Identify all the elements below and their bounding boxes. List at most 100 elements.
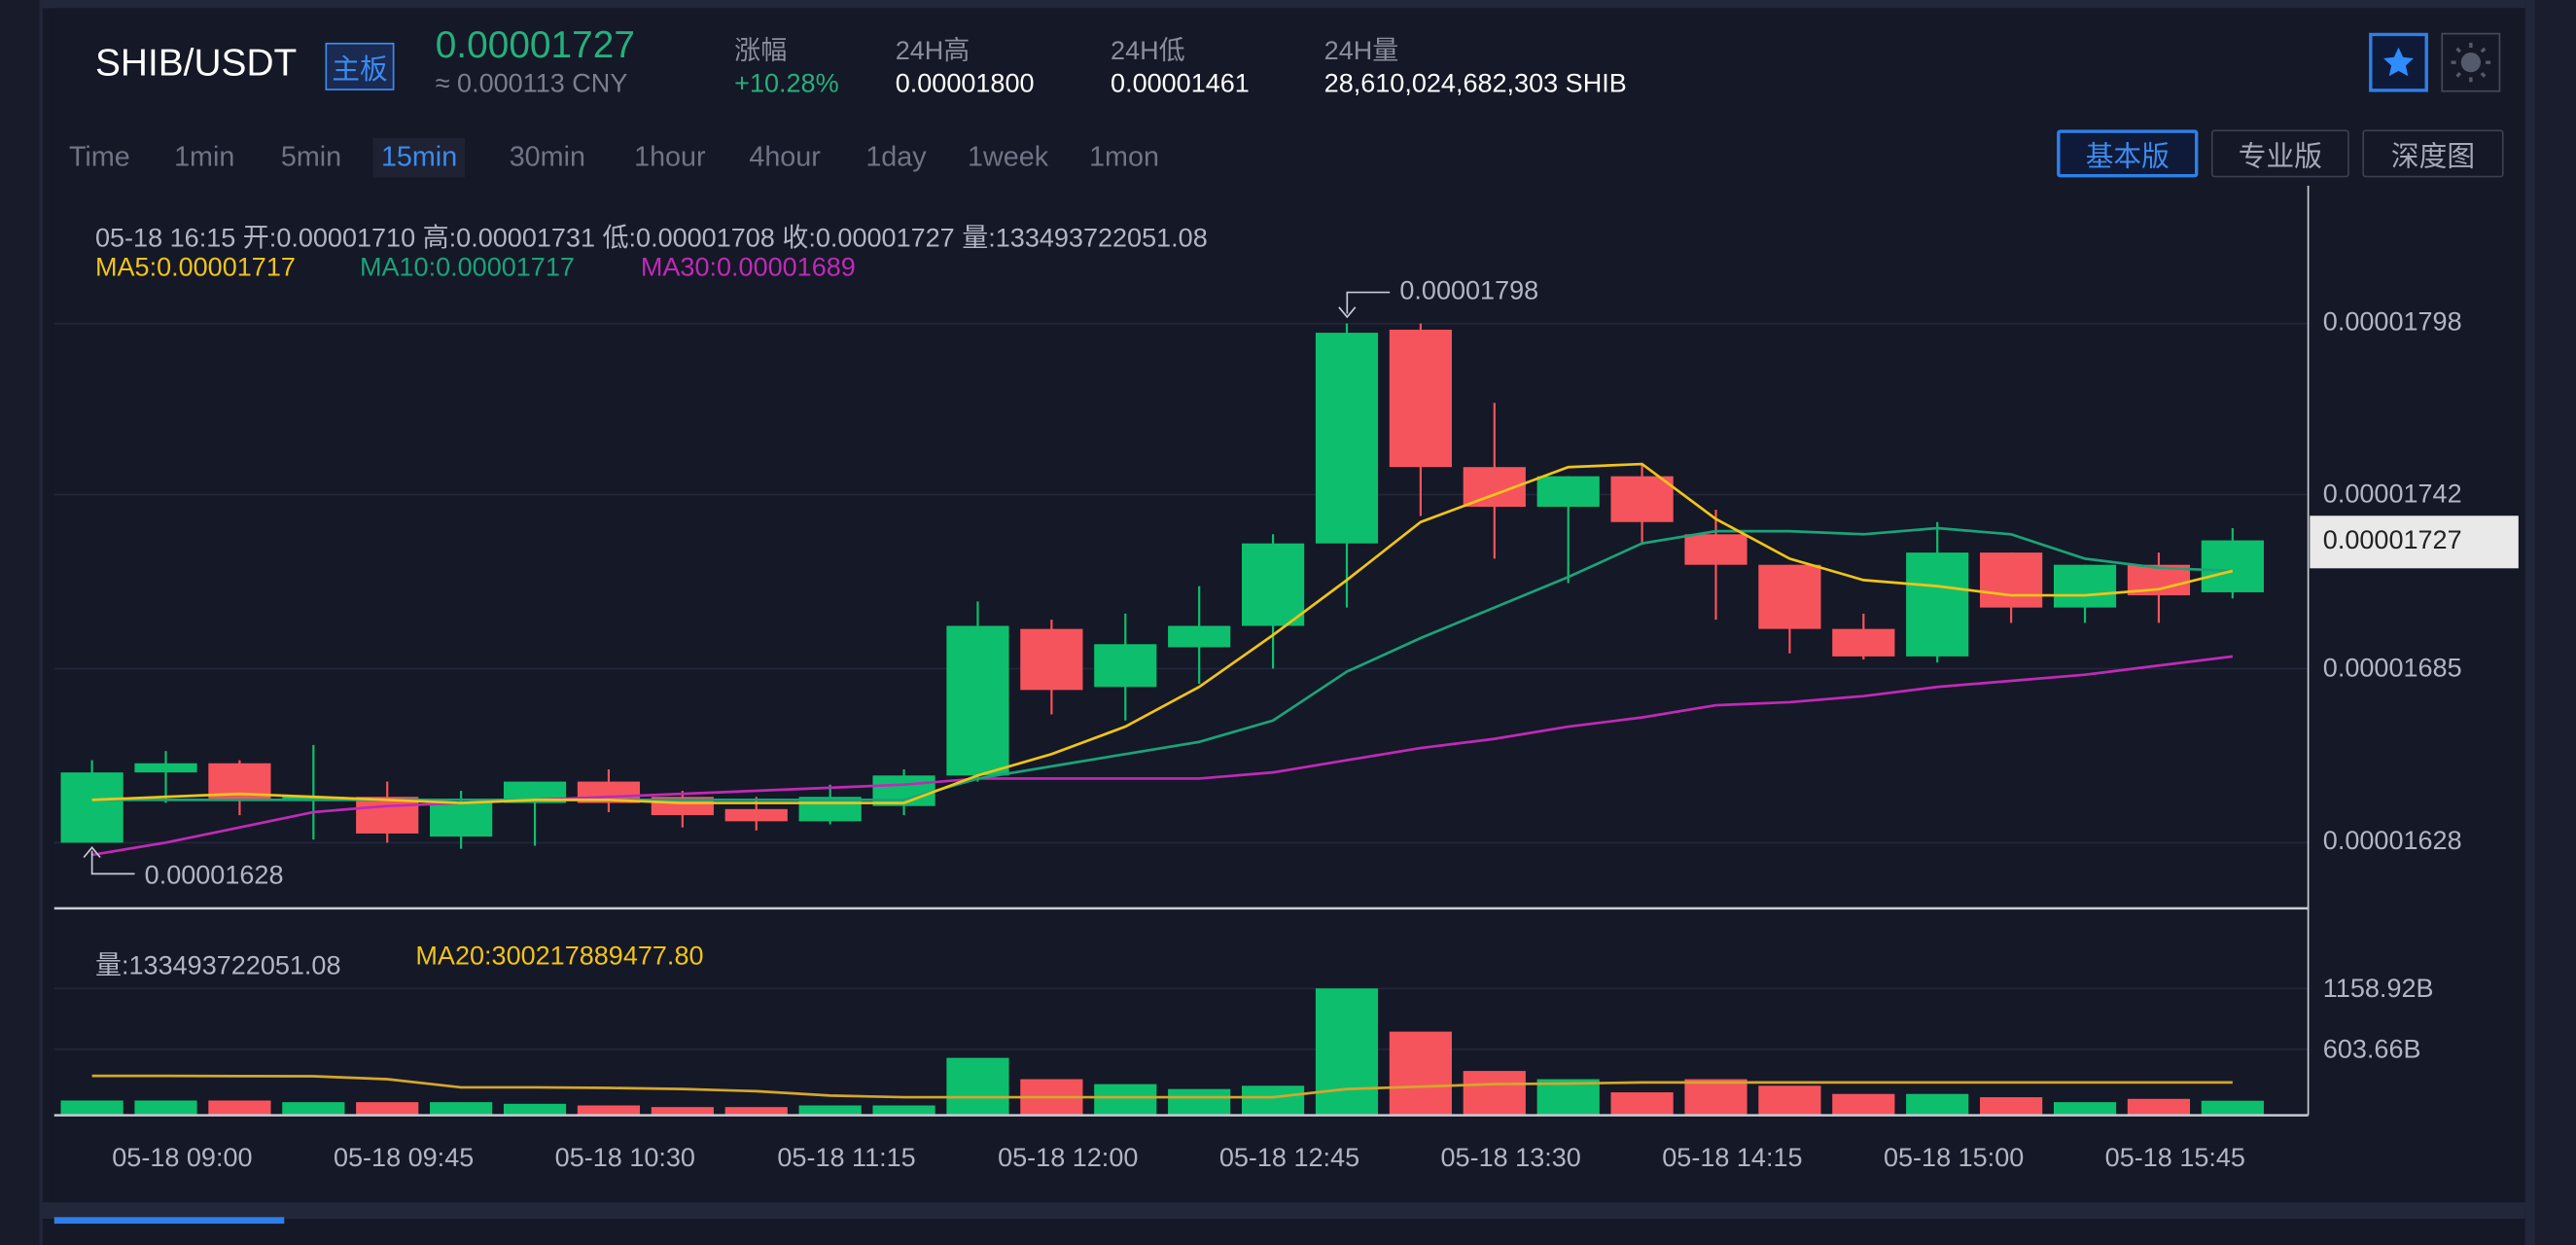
ma10-line bbox=[91, 526, 2233, 801]
candle-up bbox=[798, 784, 862, 825]
candle-down bbox=[1020, 620, 1083, 715]
candle-up bbox=[282, 744, 345, 840]
candle-down bbox=[1980, 552, 2043, 623]
candle-up bbox=[1906, 521, 1969, 663]
candle-down bbox=[1684, 510, 1747, 621]
volume-bar bbox=[1094, 1084, 1157, 1116]
volume-bar bbox=[577, 1105, 641, 1116]
candle-body bbox=[1020, 628, 1083, 691]
period-30min[interactable]: 30min bbox=[509, 141, 585, 173]
min-marker-arrow bbox=[83, 846, 135, 875]
volume-bar bbox=[1389, 1031, 1452, 1116]
volume-bar bbox=[134, 1100, 197, 1116]
volume-bar bbox=[651, 1107, 714, 1116]
candle-up bbox=[2201, 528, 2264, 599]
ma5-line bbox=[91, 462, 2234, 804]
candle-body bbox=[946, 625, 1009, 776]
price-tick: 0.00001685 bbox=[2322, 655, 2462, 684]
period-15min[interactable]: 15min bbox=[372, 137, 466, 178]
candle-body bbox=[1315, 333, 1379, 544]
volume-bar bbox=[798, 1105, 862, 1116]
volume-ma20-line bbox=[91, 1074, 2233, 1099]
candle-body bbox=[1389, 329, 1452, 468]
period-5min[interactable]: 5min bbox=[280, 141, 342, 173]
ohlc-info: 05-18 16:15 开:0.00001710 高:0.00001731 低:… bbox=[94, 225, 1208, 254]
candle-down bbox=[1832, 613, 1895, 659]
period-1hour[interactable]: 1hour bbox=[634, 141, 706, 173]
period-1day[interactable]: 1day bbox=[865, 141, 927, 173]
volume-bar bbox=[356, 1102, 419, 1116]
bottom-scroll-track[interactable] bbox=[39, 1202, 2525, 1220]
candle-body bbox=[1094, 644, 1157, 688]
volume-bar bbox=[503, 1103, 567, 1116]
current-price-tag: 0.00001727 bbox=[2310, 516, 2519, 569]
candle-up bbox=[2053, 564, 2117, 623]
favorite-button[interactable] bbox=[2369, 32, 2428, 92]
high-24h-label: 24H高 bbox=[895, 37, 970, 66]
candle-down bbox=[208, 760, 271, 816]
period-4hour[interactable]: 4hour bbox=[749, 141, 821, 173]
volume-bar bbox=[946, 1057, 1009, 1116]
right-scrollbar[interactable] bbox=[2524, 0, 2576, 1245]
candle-body bbox=[503, 781, 567, 803]
time-tick-label: 05-18 13:30 bbox=[1440, 1145, 1581, 1173]
volume-ma20-legend: MA20:300217889477.80 bbox=[415, 943, 704, 972]
change-label: 涨幅 bbox=[734, 37, 788, 66]
volume-bar bbox=[282, 1102, 345, 1116]
volume-tick: 1158.92B bbox=[2322, 976, 2434, 1004]
volume-bar bbox=[1980, 1097, 2043, 1116]
period-1week[interactable]: 1week bbox=[968, 141, 1049, 173]
ma5-legend: MA5:0.00001717 bbox=[94, 254, 296, 283]
candle-body bbox=[134, 763, 197, 773]
time-tick-label: 05-18 12:00 bbox=[998, 1145, 1139, 1173]
candle-body bbox=[1684, 534, 1747, 565]
volume-bar bbox=[2053, 1102, 2117, 1116]
time-tick-label: 05-18 11:15 bbox=[777, 1145, 916, 1173]
left-sidebar-edge bbox=[0, 0, 43, 1245]
volume-bar bbox=[430, 1102, 493, 1116]
volume-24h-label: 24H量 bbox=[1323, 37, 1399, 66]
scroll-thumb[interactable] bbox=[53, 1217, 285, 1225]
candle-down bbox=[1758, 564, 1821, 654]
low-24h-value: 0.00001461 bbox=[1111, 70, 1250, 99]
period-time[interactable]: Time bbox=[68, 141, 130, 173]
volume-24h-value: 28,610,024,682,303 SHIB bbox=[1323, 70, 1627, 99]
high-24h-value: 0.00001800 bbox=[895, 70, 1035, 99]
board-badge: 主板 bbox=[325, 42, 395, 90]
candle-up bbox=[1241, 534, 1305, 669]
candle-up bbox=[946, 601, 1009, 782]
candle-down bbox=[1463, 403, 1526, 559]
min-price-label: 0.00001628 bbox=[144, 862, 284, 891]
candle-body bbox=[1241, 543, 1305, 626]
price-tick: 0.00001628 bbox=[2322, 828, 2462, 856]
candle-up bbox=[1168, 586, 1231, 685]
candle-body bbox=[60, 772, 124, 843]
candle-body bbox=[1906, 552, 1969, 657]
time-tick-label: 05-18 12:45 bbox=[1218, 1145, 1360, 1173]
candle-body bbox=[1758, 564, 1821, 629]
volume-bar bbox=[1610, 1092, 1674, 1116]
candle-up bbox=[1536, 476, 1600, 584]
view-basic-button[interactable]: 基本版 bbox=[2057, 129, 2199, 178]
period-1min[interactable]: 1min bbox=[174, 141, 235, 173]
volume-bar bbox=[1536, 1079, 1600, 1116]
candle-up bbox=[1094, 613, 1157, 721]
candle-body bbox=[2201, 540, 2264, 592]
ma30-legend: MA30:0.00001689 bbox=[640, 254, 856, 283]
period-1mon[interactable]: 1mon bbox=[1089, 141, 1159, 173]
volume-bar bbox=[1758, 1085, 1821, 1116]
theme-toggle-button[interactable] bbox=[2441, 32, 2501, 92]
candle-down bbox=[651, 790, 714, 828]
candle-body bbox=[1832, 628, 1895, 657]
candle-body bbox=[1610, 476, 1674, 522]
volume-bar bbox=[1241, 1085, 1305, 1116]
candle-up bbox=[430, 790, 493, 849]
ma10-legend: MA10:0.00001717 bbox=[359, 254, 575, 283]
view-pro-button[interactable]: 专业版 bbox=[2210, 129, 2349, 178]
view-depth-button[interactable]: 深度图 bbox=[2362, 129, 2504, 178]
candle-down bbox=[356, 781, 419, 843]
volume-bar bbox=[208, 1100, 271, 1116]
candle-body bbox=[282, 797, 345, 800]
